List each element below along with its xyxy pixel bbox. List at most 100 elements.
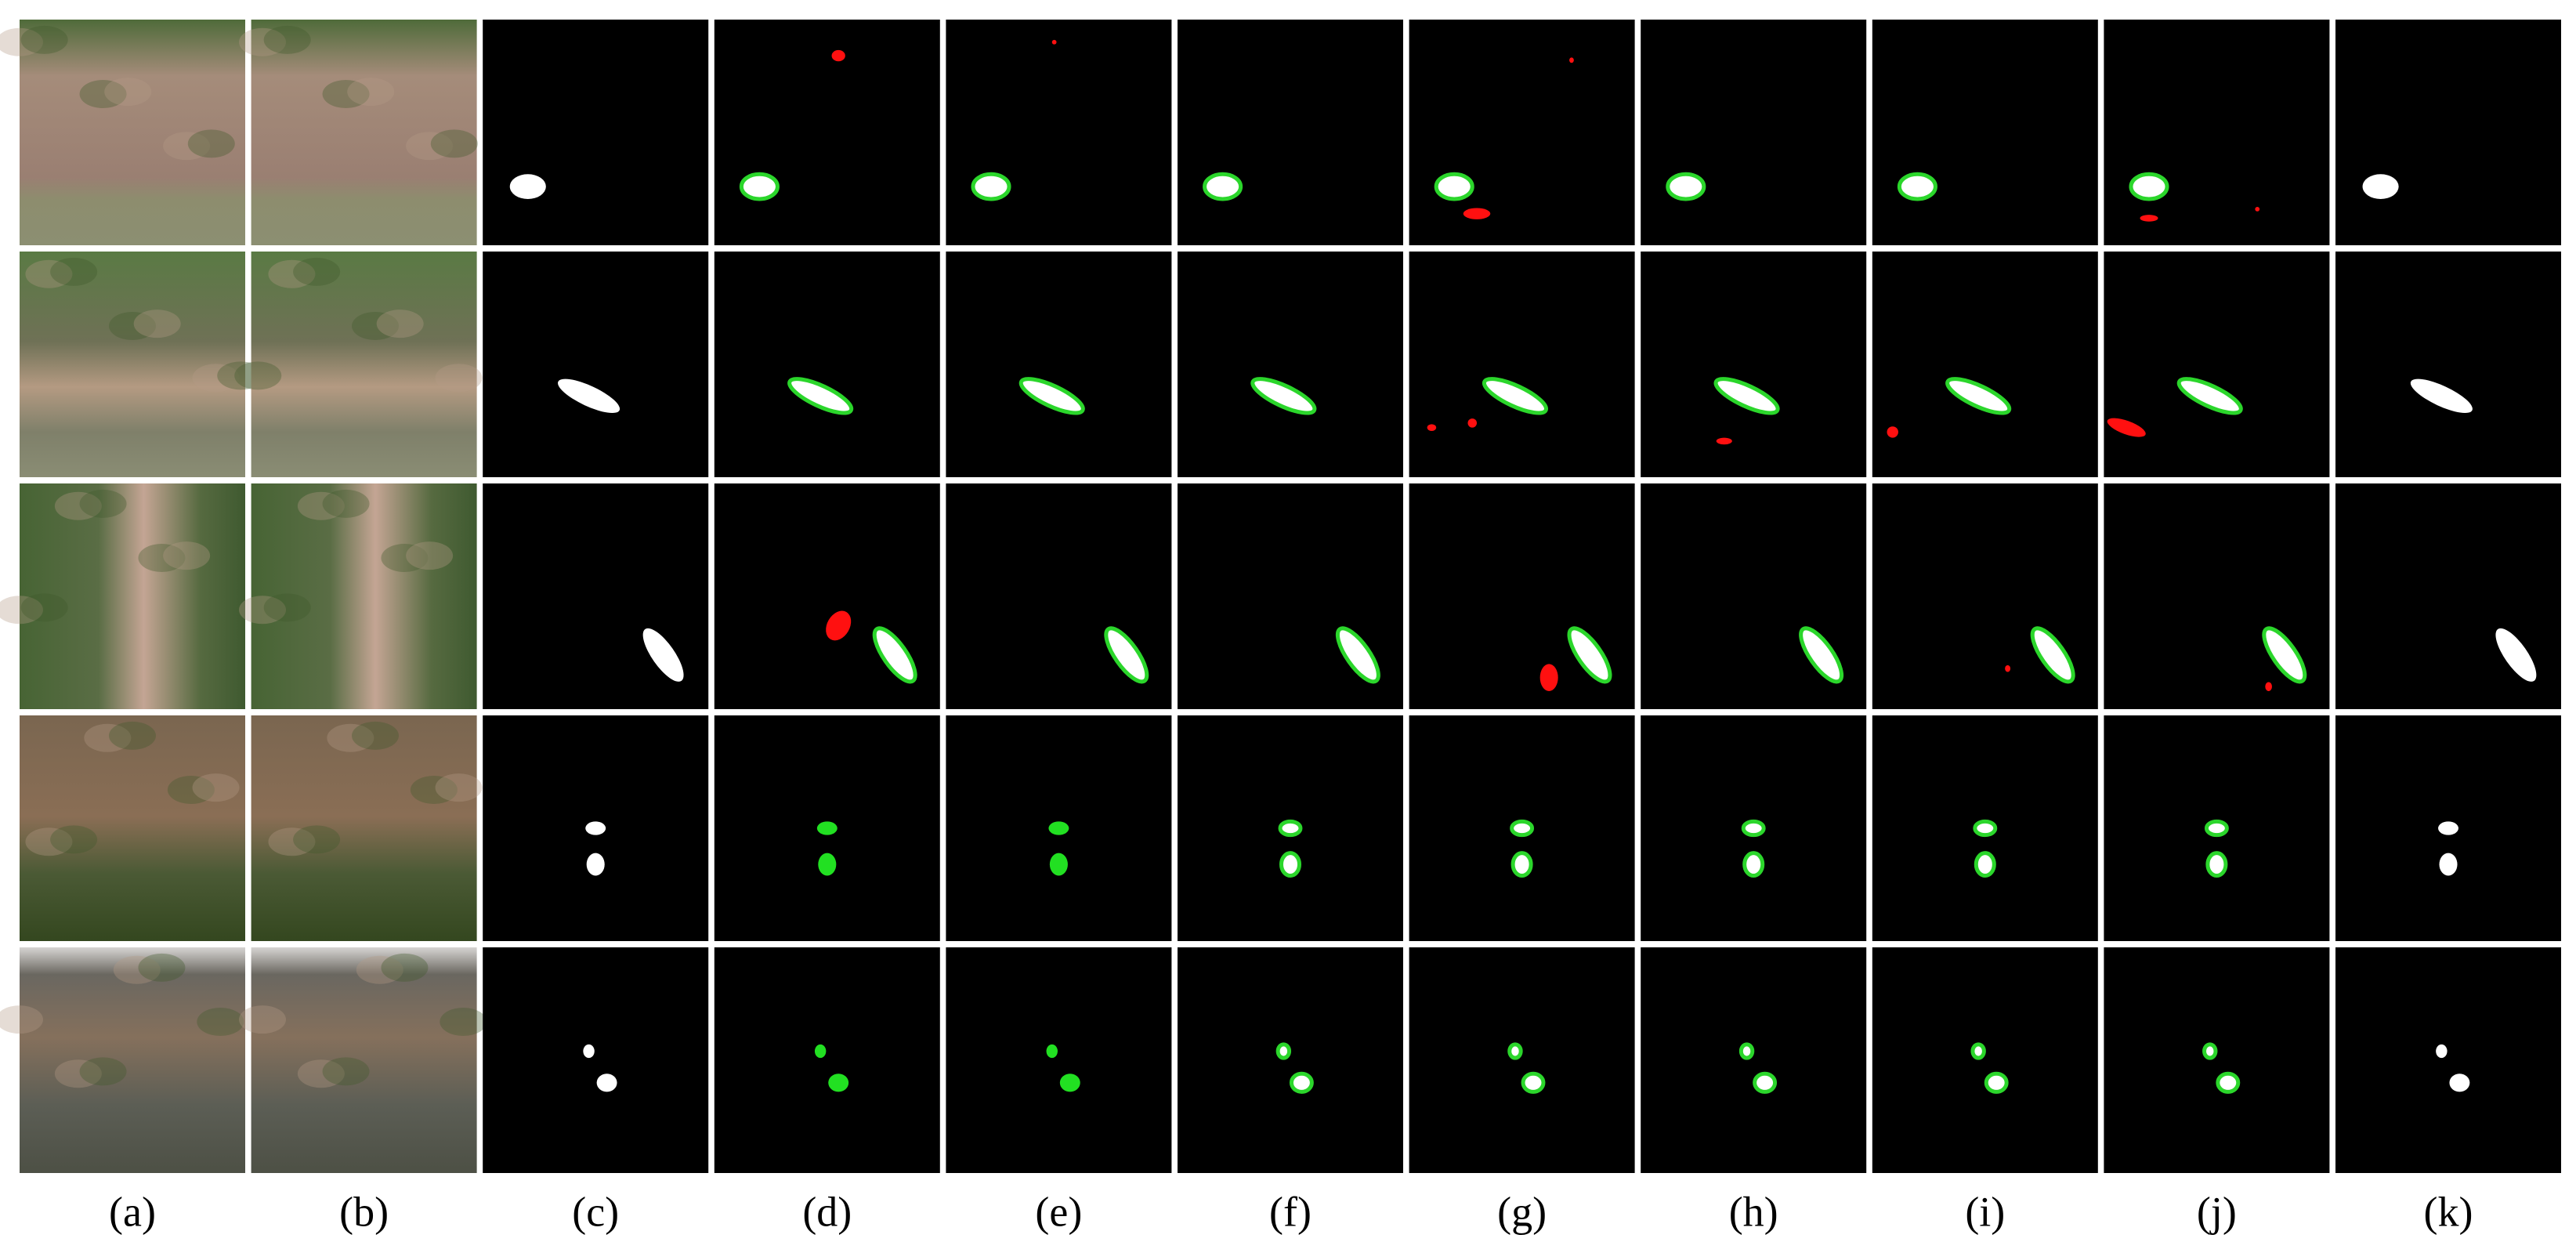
texture: [50, 257, 98, 286]
panel-label: (h): [1729, 1188, 1778, 1235]
mask-blob: [818, 853, 837, 876]
texture: [356, 955, 403, 984]
mask-blob: [1741, 819, 1766, 838]
mask-blob: [2439, 853, 2458, 876]
mask-panel: [1641, 252, 1867, 477]
texture: [268, 827, 316, 856]
texture: [440, 1008, 487, 1037]
texture: [435, 773, 483, 802]
mask-background: [1178, 252, 1403, 477]
false-positive: [1051, 39, 1057, 45]
mask-panel: [2104, 252, 2330, 477]
false-positive: [2005, 664, 2011, 672]
mask-panel: [1641, 20, 1867, 245]
mask-panel: [2104, 483, 2330, 709]
mask-background: [946, 20, 1172, 245]
false-positive: [826, 610, 852, 641]
mask-panel: [1178, 947, 1403, 1173]
mask-blob: [1018, 377, 1085, 415]
panel-label: (k): [2424, 1188, 2473, 1235]
false-positive: [1427, 424, 1437, 431]
mask-blob: [1970, 1042, 1986, 1060]
mask-blob: [596, 1074, 617, 1092]
mask-blob: [642, 628, 684, 682]
mask-panel: [2104, 20, 2330, 245]
mask-background: [1641, 20, 1867, 245]
mask-blob: [1897, 172, 1937, 201]
mask-panel: [714, 252, 940, 477]
mask-panel: [1409, 715, 1635, 941]
texture: [406, 132, 454, 161]
mask-background: [714, 252, 940, 477]
mask-background: [946, 252, 1172, 477]
texture: [406, 541, 454, 570]
photo-panel: [234, 252, 483, 477]
mask-blob: [1511, 851, 1533, 878]
mask-blob: [1945, 377, 2012, 415]
mask-panel: [946, 483, 1172, 709]
texture: [239, 1005, 286, 1034]
photo: [20, 252, 245, 477]
photo: [20, 483, 245, 709]
mask-blob: [1510, 819, 1535, 838]
mask-blob: [1482, 377, 1548, 415]
texture: [138, 953, 186, 982]
texture: [381, 544, 429, 573]
mask-background: [483, 947, 709, 1173]
mask-blob: [1567, 626, 1612, 684]
texture: [79, 489, 127, 518]
texture: [352, 312, 399, 341]
mask-background: [483, 252, 709, 477]
mask-blob: [2438, 821, 2458, 835]
mask-panel: [946, 715, 1172, 941]
photo: [20, 20, 245, 245]
false-positive: [2107, 418, 2146, 437]
mask-blob: [1049, 853, 1068, 876]
texture: [0, 27, 43, 56]
mask-background: [2104, 947, 2330, 1173]
photo-panel: [239, 20, 478, 245]
false-positive: [1539, 664, 1558, 691]
texture: [322, 489, 370, 518]
mask-panel: [1178, 483, 1403, 709]
mask-panel: [946, 20, 1172, 245]
mask-background: [1409, 20, 1635, 245]
photo: [251, 947, 477, 1173]
mask-panel: [1872, 947, 2098, 1173]
photo-panel: [0, 947, 245, 1173]
mask-blob: [1507, 1042, 1523, 1060]
texture: [25, 827, 73, 856]
false-positive: [1467, 418, 1477, 428]
mask-blob: [2362, 174, 2399, 199]
panel-label: (f): [1269, 1188, 1312, 1235]
mask-panel: [2335, 252, 2561, 477]
mask-blob: [814, 1044, 827, 1059]
mask-panel: [483, 715, 709, 941]
texture: [435, 364, 483, 393]
texture: [293, 825, 341, 854]
mask-panel: [1872, 252, 2098, 477]
texture: [54, 1059, 102, 1088]
mask-panel: [1641, 483, 1867, 709]
false-positive: [2140, 215, 2158, 222]
mask-blob: [1799, 626, 1844, 684]
mask-blob: [1250, 377, 1317, 415]
texture: [20, 25, 68, 54]
mask-blob: [1521, 1071, 1546, 1094]
panel-label: (j): [2197, 1188, 2237, 1235]
mask-background: [714, 20, 940, 245]
mask-blob: [1974, 851, 1996, 878]
mask-blob: [1753, 1071, 1778, 1094]
mask-background: [1178, 947, 1403, 1173]
false-positive: [1569, 57, 1574, 63]
mask-background: [483, 20, 709, 245]
texture: [347, 78, 395, 107]
mask-blob: [1973, 819, 1998, 838]
texture: [352, 721, 399, 750]
texture: [167, 776, 215, 805]
texture: [234, 361, 282, 390]
mask-blob: [2262, 626, 2307, 684]
mask-background: [1178, 20, 1403, 245]
mask-blob: [1335, 626, 1380, 684]
mask-blob: [2176, 377, 2243, 415]
